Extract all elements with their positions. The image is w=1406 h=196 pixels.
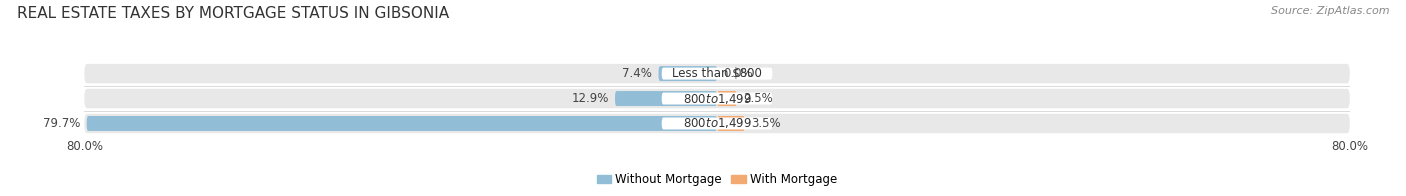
FancyBboxPatch shape	[87, 116, 717, 131]
FancyBboxPatch shape	[84, 114, 1350, 133]
Text: $800 to $1,499: $800 to $1,499	[682, 92, 752, 105]
FancyBboxPatch shape	[658, 66, 717, 81]
FancyBboxPatch shape	[662, 117, 772, 130]
Text: 12.9%: 12.9%	[571, 92, 609, 105]
Text: 79.7%: 79.7%	[44, 117, 80, 130]
Text: Source: ZipAtlas.com: Source: ZipAtlas.com	[1271, 6, 1389, 16]
FancyBboxPatch shape	[84, 64, 1350, 83]
FancyBboxPatch shape	[662, 93, 772, 104]
Text: 2.5%: 2.5%	[744, 92, 773, 105]
Text: Less than $800: Less than $800	[672, 67, 762, 80]
FancyBboxPatch shape	[614, 91, 717, 106]
Text: REAL ESTATE TAXES BY MORTGAGE STATUS IN GIBSONIA: REAL ESTATE TAXES BY MORTGAGE STATUS IN …	[17, 6, 449, 21]
Legend: Without Mortgage, With Mortgage: Without Mortgage, With Mortgage	[592, 168, 842, 191]
Text: 7.4%: 7.4%	[623, 67, 652, 80]
FancyBboxPatch shape	[84, 89, 1350, 108]
Text: 0.0%: 0.0%	[724, 67, 754, 80]
FancyBboxPatch shape	[662, 68, 772, 80]
Text: 3.5%: 3.5%	[751, 117, 780, 130]
Text: $800 to $1,499: $800 to $1,499	[682, 116, 752, 131]
FancyBboxPatch shape	[717, 116, 745, 131]
FancyBboxPatch shape	[717, 91, 737, 106]
